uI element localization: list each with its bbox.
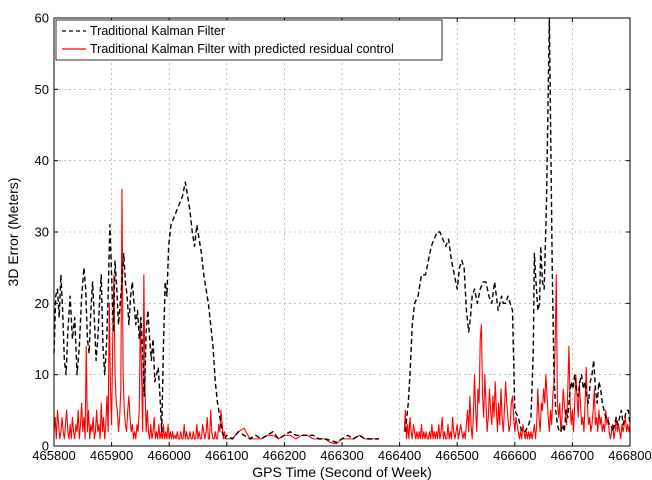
x-tick-label: 466200 [263, 448, 306, 463]
x-tick-label: 466600 [493, 448, 536, 463]
y-tick-label: 40 [35, 153, 49, 168]
x-tick-label: 465800 [32, 448, 75, 463]
legend-label-1: Traditional Kalman Filter with predicted… [90, 42, 394, 56]
y-axis-label: 3D Error (Meters) [5, 178, 21, 287]
y-tick-label: 50 [35, 82, 49, 97]
x-axis-label: GPS Time (Second of Week) [252, 464, 431, 480]
y-tick-label: 20 [35, 296, 49, 311]
x-tick-label: 466500 [436, 448, 479, 463]
y-tick-label: 10 [35, 367, 49, 382]
legend-box [55, 19, 443, 61]
x-tick-label: 466800 [608, 448, 651, 463]
x-tick-label: 466100 [205, 448, 248, 463]
x-tick-label: 466400 [378, 448, 421, 463]
legend: Traditional Kalman Filter Traditional Ka… [55, 19, 443, 61]
x-tick-label: 465900 [90, 448, 133, 463]
y-tick-label: 60 [35, 11, 49, 26]
series-line-traditional-kalman-filter [53, 17, 631, 444]
x-tick-label: 466300 [320, 448, 363, 463]
x-tick-label: 466700 [551, 448, 594, 463]
y-tick-label: 30 [35, 225, 49, 240]
y-tick-label: 0 [42, 439, 49, 454]
legend-label-0: Traditional Kalman Filter [90, 24, 225, 38]
x-tick-label: 466000 [148, 448, 191, 463]
series-layer [53, 17, 631, 445]
